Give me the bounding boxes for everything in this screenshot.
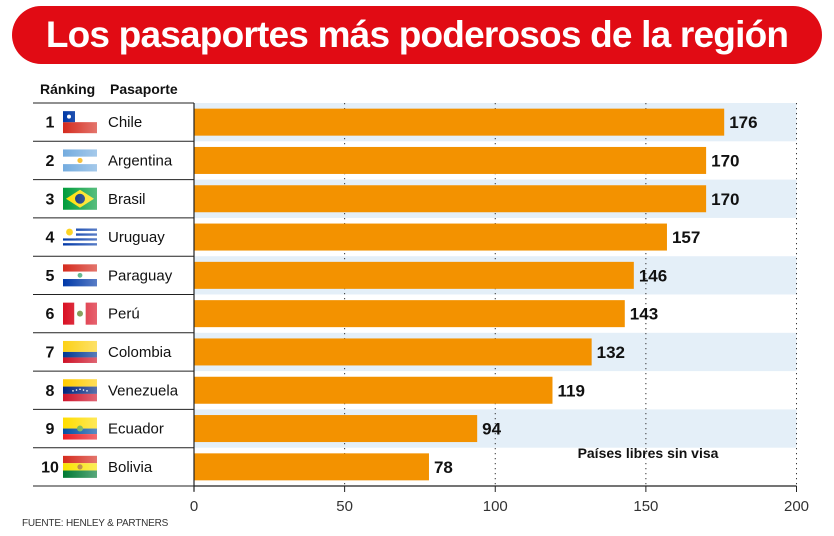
header-rank: Ránking (40, 81, 95, 97)
flag-ecuador-icon (63, 417, 97, 440)
table-row: 5 Paraguay 146 (33, 255, 667, 289)
bar (194, 300, 625, 328)
value-label: 119 (557, 381, 584, 400)
annotation-label: Países libres sin visa (578, 445, 719, 461)
bar (194, 376, 553, 404)
bar (194, 261, 634, 289)
source-note: FUENTE: HENLEY & PARTNERS (22, 518, 169, 529)
rank-label: 8 (46, 383, 55, 400)
header-passport: Pasaporte (110, 81, 178, 97)
rank-label: 7 (46, 344, 55, 361)
rank-label: 2 (46, 153, 55, 170)
country-label: Paraguay (108, 267, 173, 284)
table-row: 7 Colombia 132 (33, 332, 625, 366)
value-label: 146 (639, 266, 667, 285)
country-label: Venezuela (108, 382, 179, 399)
flag-bolivia-icon (63, 455, 97, 478)
country-label: Uruguay (108, 229, 165, 246)
x-tick-label: 150 (633, 498, 658, 515)
flag-uruguay-icon (63, 226, 97, 249)
value-label: 170 (711, 190, 739, 209)
country-label: Colombia (108, 344, 172, 361)
flag-per-icon (63, 302, 97, 325)
bar (194, 415, 478, 443)
value-label: 143 (630, 305, 658, 324)
country-label: Argentina (108, 152, 173, 169)
x-tick-label: 200 (784, 498, 809, 515)
rank-label: 4 (46, 230, 55, 247)
flag-brasil-icon (63, 187, 97, 210)
table-row: 3 Brasil 170 (33, 179, 740, 213)
bar (194, 146, 707, 174)
value-label: 132 (597, 343, 625, 362)
country-label: Perú (108, 306, 140, 323)
value-label: 176 (729, 113, 757, 132)
rank-label: 5 (46, 268, 55, 285)
table-row: 6 Perú 143 (33, 294, 658, 328)
country-label: Ecuador (108, 421, 164, 438)
table-row: 4 Uruguay 157 (33, 217, 700, 251)
bar (194, 338, 592, 366)
table-row: 10 Bolivia 78 (33, 447, 453, 481)
flag-chile-icon (63, 111, 97, 134)
rank-label: 9 (46, 421, 55, 438)
table-row: 9 Ecuador 94 (33, 408, 502, 443)
x-tick-label: 100 (483, 498, 508, 515)
rank-label: 10 (41, 459, 59, 476)
value-label: 78 (434, 458, 453, 477)
chart-title: Los pasaportes más poderosos de la regió… (45, 14, 789, 55)
bar (194, 185, 707, 213)
table-row: 8 Venezuela 119 (33, 370, 585, 404)
country-label: Chile (108, 114, 142, 131)
flag-venezuela-icon (63, 379, 97, 402)
x-tick-label: 0 (190, 498, 198, 515)
value-label: 94 (482, 420, 501, 439)
flag-argentina-icon (63, 149, 97, 172)
rank-label: 3 (46, 191, 55, 208)
bar (194, 108, 725, 136)
country-label: Brasil (108, 191, 146, 208)
title-banner: Los pasaportes más poderosos de la regió… (12, 6, 822, 64)
table-row: 2 Argentina 170 (33, 140, 740, 174)
x-tick-label: 50 (336, 498, 353, 515)
rank-label: 6 (46, 306, 55, 323)
flag-paraguay-icon (63, 264, 97, 287)
country-label: Bolivia (108, 459, 153, 476)
table-row: 1 Chile 176 (33, 102, 758, 136)
rank-label: 1 (46, 115, 55, 132)
flag-colombia-icon (63, 340, 97, 363)
value-label: 170 (711, 151, 739, 170)
bar (194, 453, 429, 481)
value-label: 157 (672, 228, 700, 247)
bar (194, 223, 667, 251)
